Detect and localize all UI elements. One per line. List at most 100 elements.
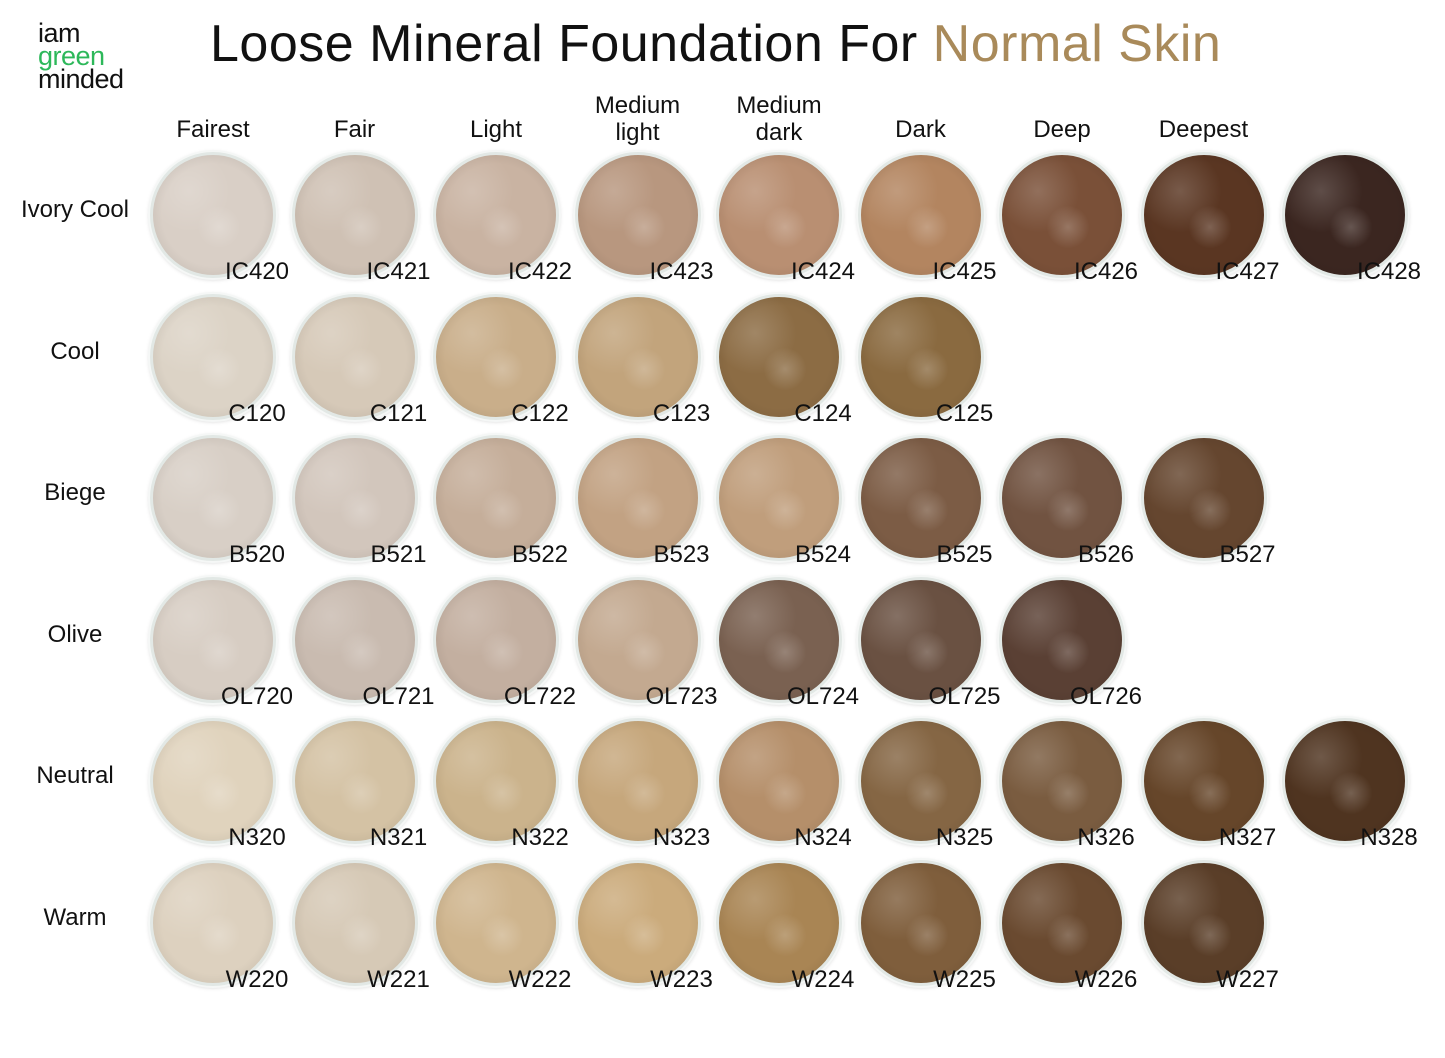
column-header: Medium dark — [736, 92, 822, 146]
brand-logo: iam green minded — [38, 18, 124, 94]
shade-swatch — [999, 859, 1125, 986]
shade-code: IC424 — [790, 258, 856, 285]
shade-swatch — [716, 293, 842, 420]
shade-swatch — [433, 293, 559, 420]
row-label: Cool — [50, 337, 100, 365]
shade-code: B523 — [653, 541, 710, 568]
shade-code: N322 — [511, 824, 569, 851]
logo-line-1: iam — [38, 18, 81, 48]
shade-swatch — [1282, 152, 1408, 278]
shade-code: OL724 — [786, 682, 860, 710]
shade-code: W221 — [367, 965, 430, 993]
column-header: Deep — [1033, 116, 1091, 143]
shade-code: W223 — [650, 965, 713, 993]
shade-swatch — [574, 435, 701, 561]
column-header: Dark — [895, 116, 946, 143]
shade-swatch — [716, 576, 842, 703]
shade-swatch — [291, 718, 418, 844]
shade-swatch — [150, 435, 276, 561]
shade-swatch — [857, 859, 984, 986]
shade-swatch — [150, 152, 276, 278]
row-label: Ivory Cool — [20, 196, 130, 223]
shade-swatch — [150, 859, 276, 986]
row-label: Warm — [43, 903, 107, 931]
shade-swatch — [999, 576, 1125, 703]
shade-code: IC427 — [1215, 258, 1280, 285]
shade-swatch — [433, 152, 559, 278]
shade-swatch — [291, 293, 418, 420]
shade-code: OL726 — [1069, 682, 1143, 710]
shade-swatch — [1140, 152, 1267, 278]
shade-swatch — [291, 152, 418, 278]
shade-code: W224 — [791, 965, 855, 993]
shade-code: C120 — [228, 399, 286, 427]
shade-code: N325 — [935, 824, 994, 851]
shade-code: OL720 — [220, 682, 294, 710]
shade-code: OL725 — [928, 682, 1001, 710]
shade-swatch — [857, 718, 984, 844]
row-label: Neutral — [36, 762, 114, 789]
column-header: Deepest — [1158, 116, 1249, 143]
column-header: Medium light — [594, 92, 681, 146]
shade-code: N327 — [1218, 824, 1277, 851]
shade-code: OL723 — [645, 682, 718, 710]
shade-swatch — [291, 435, 418, 561]
title-main: Loose Mineral Foundation For — [210, 15, 933, 73]
shade-swatch — [433, 576, 559, 703]
shade-swatch — [857, 152, 984, 278]
row-label: Biege — [44, 479, 106, 506]
shade-swatch — [1140, 435, 1267, 561]
shade-swatch — [574, 718, 701, 844]
shade-swatch — [291, 576, 418, 703]
shade-swatch — [857, 435, 984, 561]
shade-code: OL721 — [362, 682, 435, 710]
shade-code: W227 — [1216, 965, 1279, 993]
shade-swatch — [1140, 718, 1267, 844]
shade-swatch — [1140, 859, 1267, 986]
shade-code: B520 — [228, 541, 286, 568]
shade-code: IC425 — [932, 258, 997, 285]
column-header: Fair — [333, 116, 376, 143]
shade-code: N320 — [228, 824, 286, 851]
shade-code: IC422 — [507, 258, 573, 285]
shade-swatch — [150, 293, 276, 420]
shade-code: N328 — [1360, 824, 1418, 851]
shade-swatch — [716, 859, 842, 986]
shade-code: B521 — [370, 541, 427, 568]
shade-code: B527 — [1219, 541, 1276, 568]
shade-code: C124 — [794, 399, 852, 427]
shade-code: B526 — [1077, 541, 1135, 568]
shade-code: C121 — [369, 399, 428, 427]
column-header: Light — [469, 116, 523, 143]
shade-code: W226 — [1074, 965, 1138, 993]
shade-code: OL722 — [503, 682, 577, 710]
shade-swatch — [999, 152, 1125, 278]
shade-code: N326 — [1077, 824, 1135, 851]
shade-swatch — [433, 859, 559, 986]
shade-code: IC426 — [1073, 258, 1139, 285]
logo-line-2: green — [38, 41, 105, 71]
shade-swatch — [574, 293, 701, 420]
shade-code: B525 — [936, 541, 993, 568]
shade-code: C123 — [652, 399, 711, 427]
shade-code: IC423 — [649, 258, 714, 285]
shade-code: C125 — [935, 399, 994, 427]
shade-swatch — [999, 718, 1125, 844]
shade-swatch — [150, 718, 276, 844]
shade-code: IC420 — [224, 258, 290, 285]
logo-line-3: minded — [38, 64, 124, 94]
shade-code: N321 — [369, 824, 428, 851]
column-header: Fairest — [176, 116, 250, 143]
shade-swatch — [291, 859, 418, 986]
shade-code: W220 — [225, 965, 289, 993]
shade-swatch — [574, 576, 701, 703]
shade-code: W222 — [508, 965, 572, 993]
shade-code: B524 — [794, 541, 852, 568]
shade-swatch — [716, 152, 842, 278]
shade-code: W225 — [933, 965, 996, 993]
shade-swatch — [433, 718, 559, 844]
title-accent: Normal Skin — [932, 15, 1222, 73]
shade-swatch — [857, 293, 984, 420]
shade-code: B522 — [511, 541, 569, 568]
shade-swatch — [433, 435, 559, 561]
